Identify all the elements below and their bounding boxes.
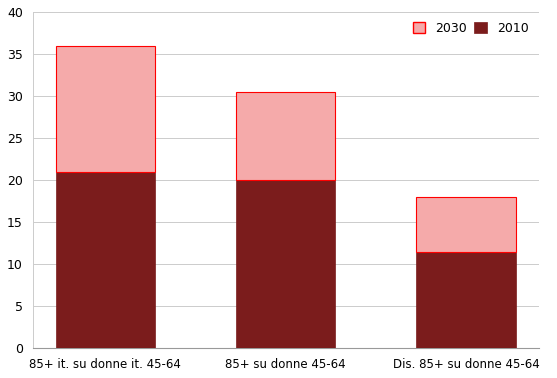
Bar bbox=[417, 252, 516, 349]
Bar bbox=[236, 180, 335, 349]
Bar bbox=[236, 92, 335, 180]
Bar bbox=[56, 172, 155, 349]
Bar bbox=[56, 46, 155, 172]
Bar bbox=[417, 197, 516, 252]
Legend: 2030, 2010: 2030, 2010 bbox=[409, 18, 532, 39]
